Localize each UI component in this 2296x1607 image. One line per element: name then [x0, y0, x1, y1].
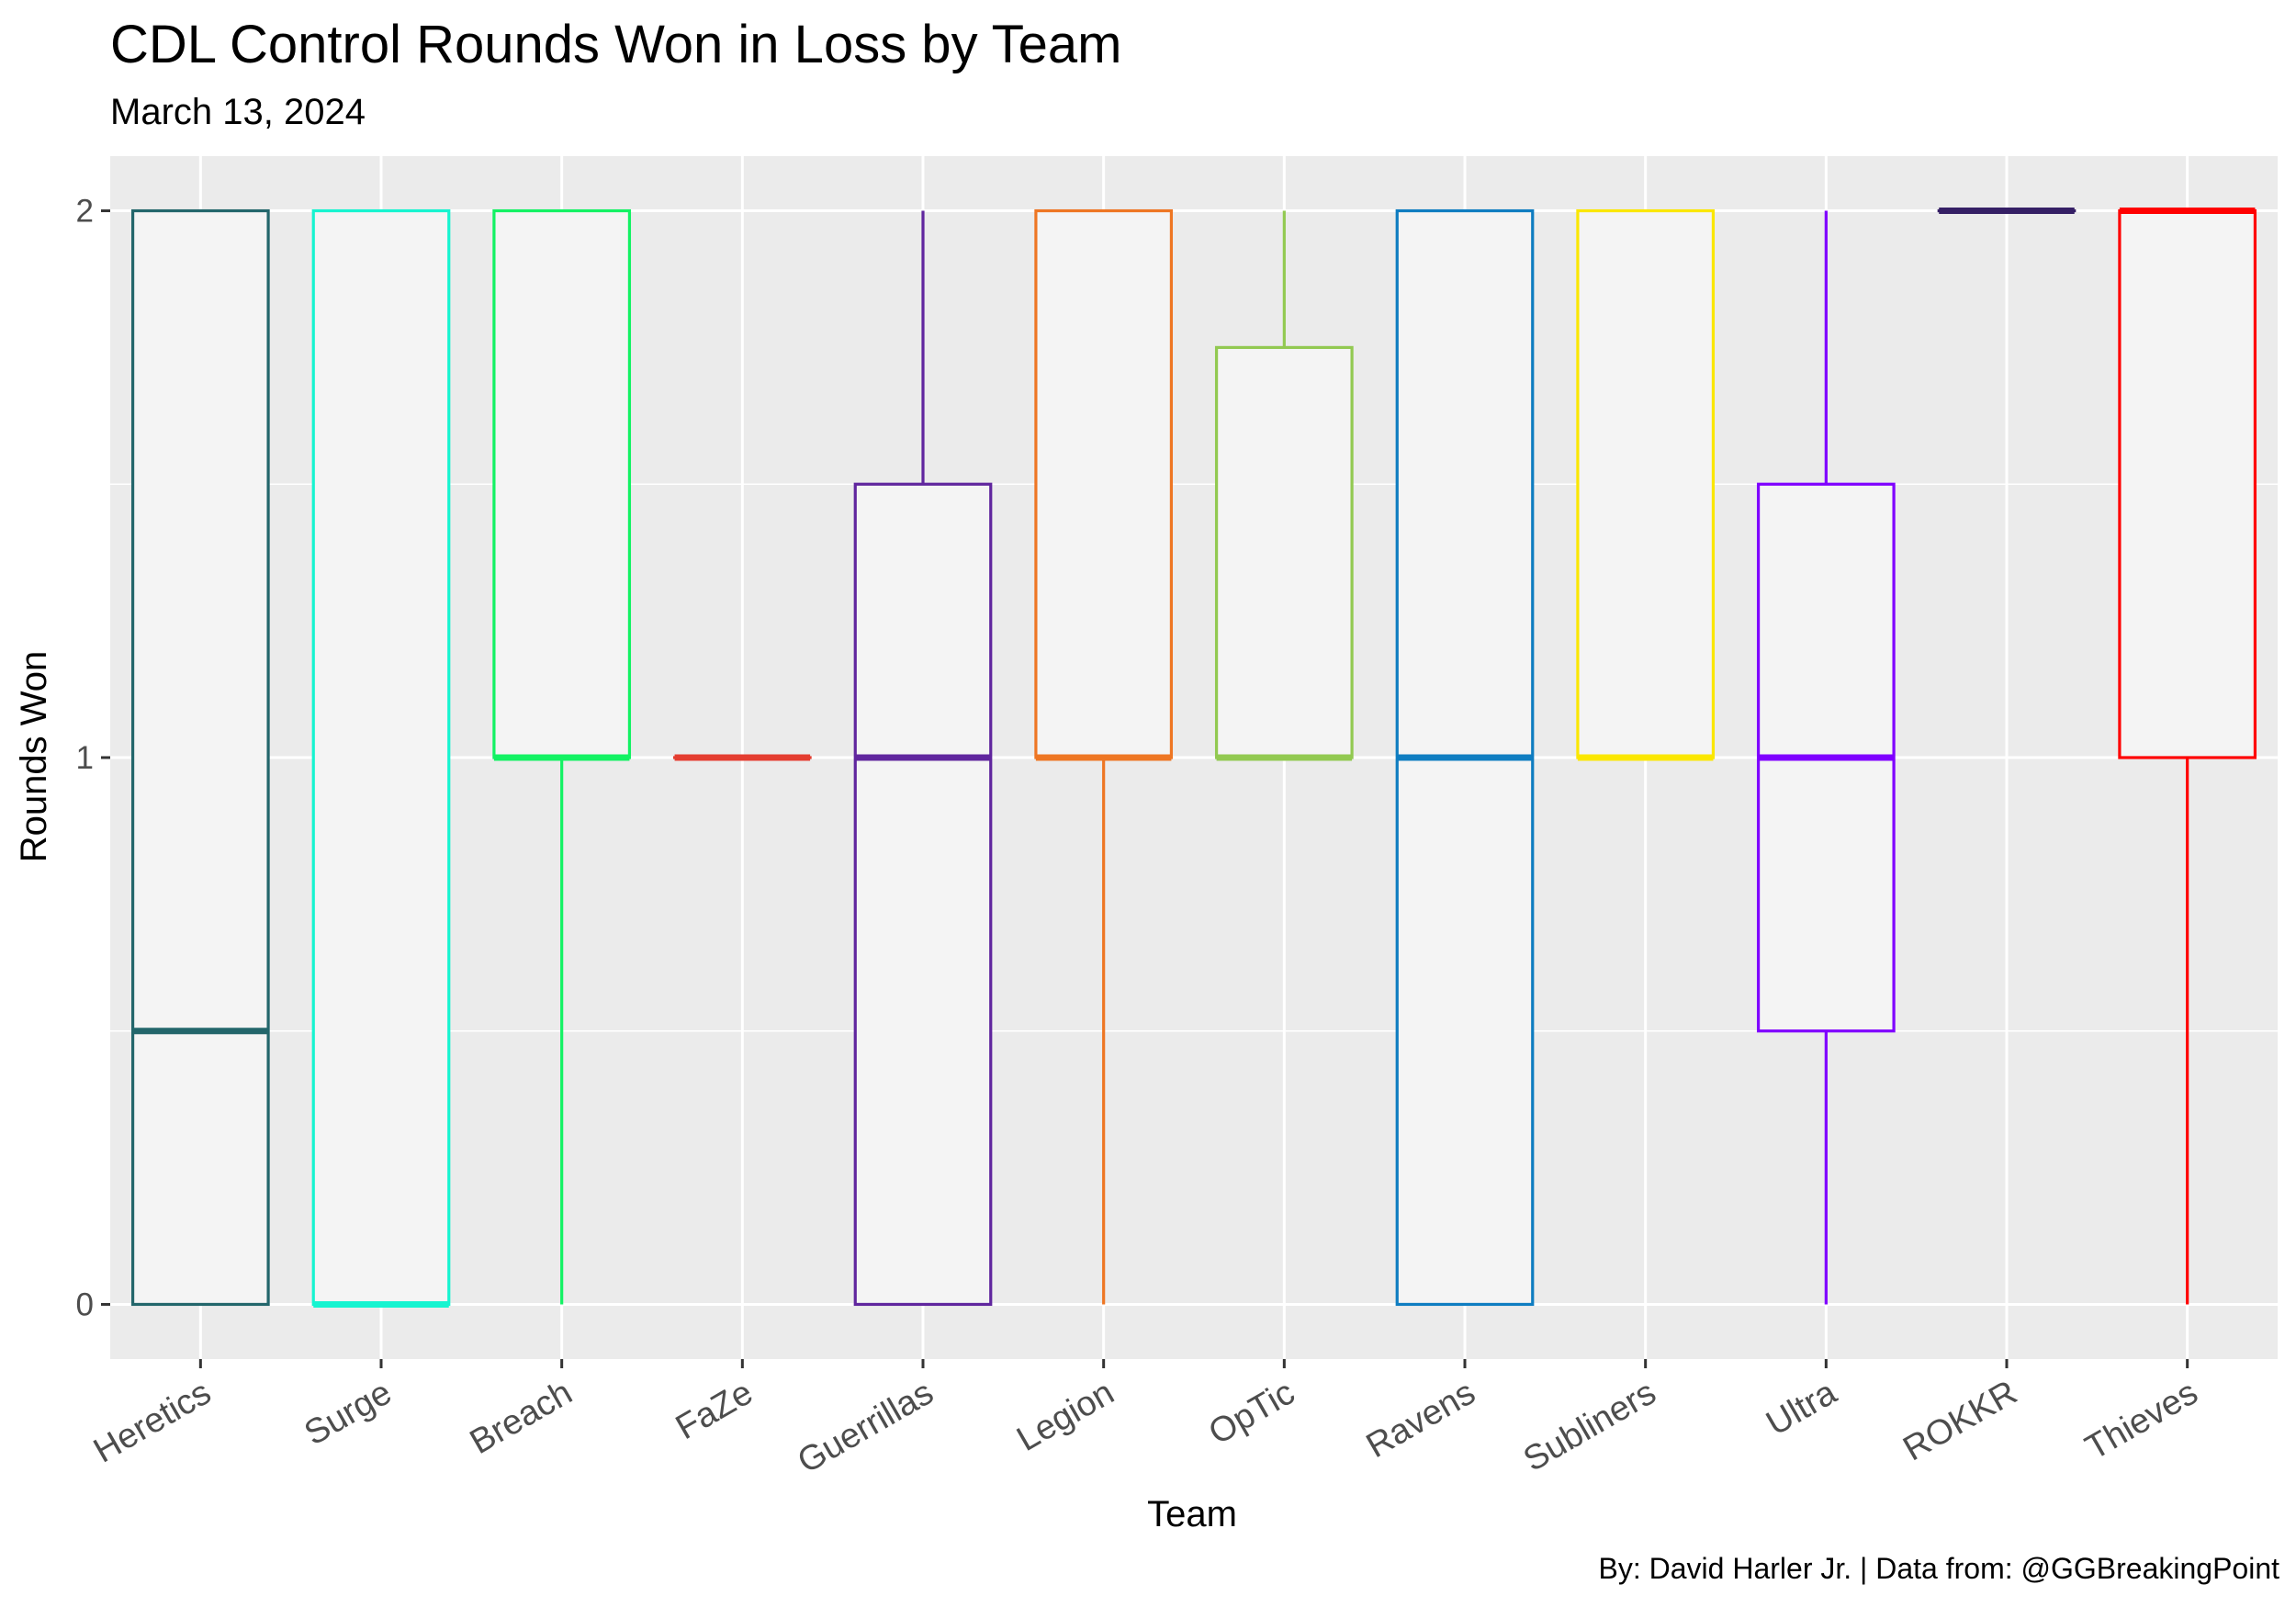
y-tick-label: 0 [76, 1287, 94, 1322]
box-rect [1576, 208, 1716, 759]
box-ravens [1395, 208, 1535, 1307]
box-rect [130, 208, 270, 1307]
x-tick-label: OpTic [1202, 1373, 1301, 1452]
y-tick-label: 2 [76, 194, 94, 230]
box-breach [492, 208, 632, 1305]
y-axis-title: Rounds Won [14, 651, 54, 863]
chart-title: CDL Control Rounds Won in Loss by Team [110, 15, 1122, 74]
y-tick-label: 1 [76, 740, 94, 776]
box-ultra [1756, 210, 1896, 1305]
box-optic [1214, 210, 1354, 761]
x-tick-label: Subliners [1517, 1373, 1662, 1479]
box-thieves [2118, 208, 2257, 1305]
box-rect [2118, 208, 2257, 759]
box-subliners [1576, 208, 1716, 761]
box-guerrillas [853, 210, 993, 1307]
x-tick-label: Breach [464, 1373, 579, 1462]
x-tick-label: ROKKR [1896, 1373, 2023, 1468]
x-tick-label: FaZe [670, 1373, 760, 1447]
box-heretics [130, 208, 270, 1307]
x-tick-label: Heretics [87, 1373, 218, 1470]
box-rect [1034, 208, 1174, 759]
x-tick-label: Guerrillas [792, 1373, 940, 1481]
x-axis-title: Team [1147, 1494, 1237, 1534]
x-tick-label: Thieves [2079, 1373, 2204, 1467]
box-rect [492, 208, 632, 759]
x-tick-label: Surge [298, 1373, 399, 1453]
box-surge [311, 208, 451, 1308]
box-rect [1214, 345, 1354, 759]
x-tick-label: Ultra [1760, 1373, 1843, 1444]
x-tick-label: Ravens [1360, 1373, 1482, 1466]
x-tick-label: Legion [1010, 1373, 1120, 1458]
boxes [130, 208, 2257, 1308]
box-rect [853, 482, 993, 1307]
box-rect [311, 208, 451, 1307]
chart-subtitle: March 13, 2024 [110, 92, 366, 132]
chart-caption: By: David Harler Jr. | Data from: @GGBre… [1598, 1552, 2279, 1585]
box-legion [1034, 208, 1174, 1305]
